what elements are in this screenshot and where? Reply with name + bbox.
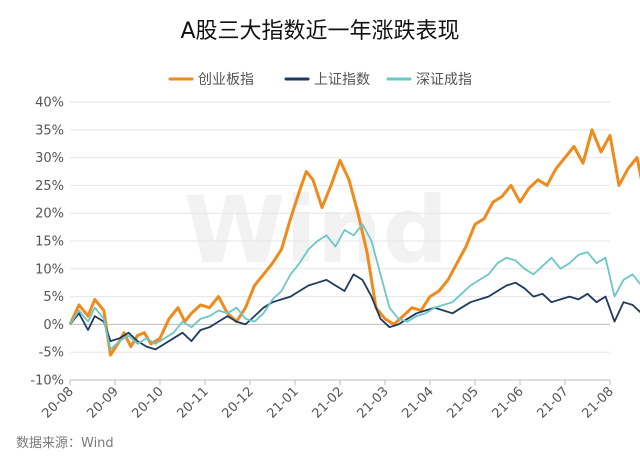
x-tick-label: 21-02 [310,384,347,421]
legend: 创业板指 上证指数 深证成指 [168,72,472,88]
x-tick-label: 21-04 [400,384,437,421]
y-tick-label: 25% [35,179,64,194]
watermark-text: Wind [184,177,448,284]
y-tick-label: -10% [30,374,64,389]
legend-label: 深证成指 [416,72,472,88]
y-tick-label: 20% [35,207,64,222]
x-tick-label: 20-11 [175,384,212,421]
y-tick-label: 40% [35,96,64,111]
x-tick-label: 20-12 [220,384,257,421]
series-line-3 [69,223,640,351]
y-tick-label: -5% [39,346,64,361]
y-tick-label: 10% [35,262,64,277]
x-tick-label: 20-09 [85,384,122,421]
x-tick-label: 21-01 [265,384,302,421]
x-tick-label: 20-10 [130,384,167,421]
source-note: 数据来源：Wind [16,436,114,451]
x-tick-label: 21-03 [355,384,392,421]
legend-label: 创业板指 [198,72,254,88]
y-tick-label: 0% [43,318,64,333]
y-tick-label: 30% [35,151,64,166]
series-line-2 [69,273,640,351]
x-tick-label: 20-08 [40,384,77,421]
y-tick-label: 15% [35,235,64,250]
x-tick-label: 21-07 [535,384,572,421]
x-tick-label: 21-05 [445,384,482,421]
y-tick-label: 35% [35,123,64,138]
y-tick-label: 5% [43,290,64,305]
series-lines [68,128,640,357]
x-tick-label: 21-08 [580,384,617,421]
grid [70,101,610,381]
legend-label: 上证指数 [314,72,370,88]
chart-title: A股三大指数近一年涨跌表现 [180,19,459,44]
x-tick-label: 21-06 [490,384,527,421]
